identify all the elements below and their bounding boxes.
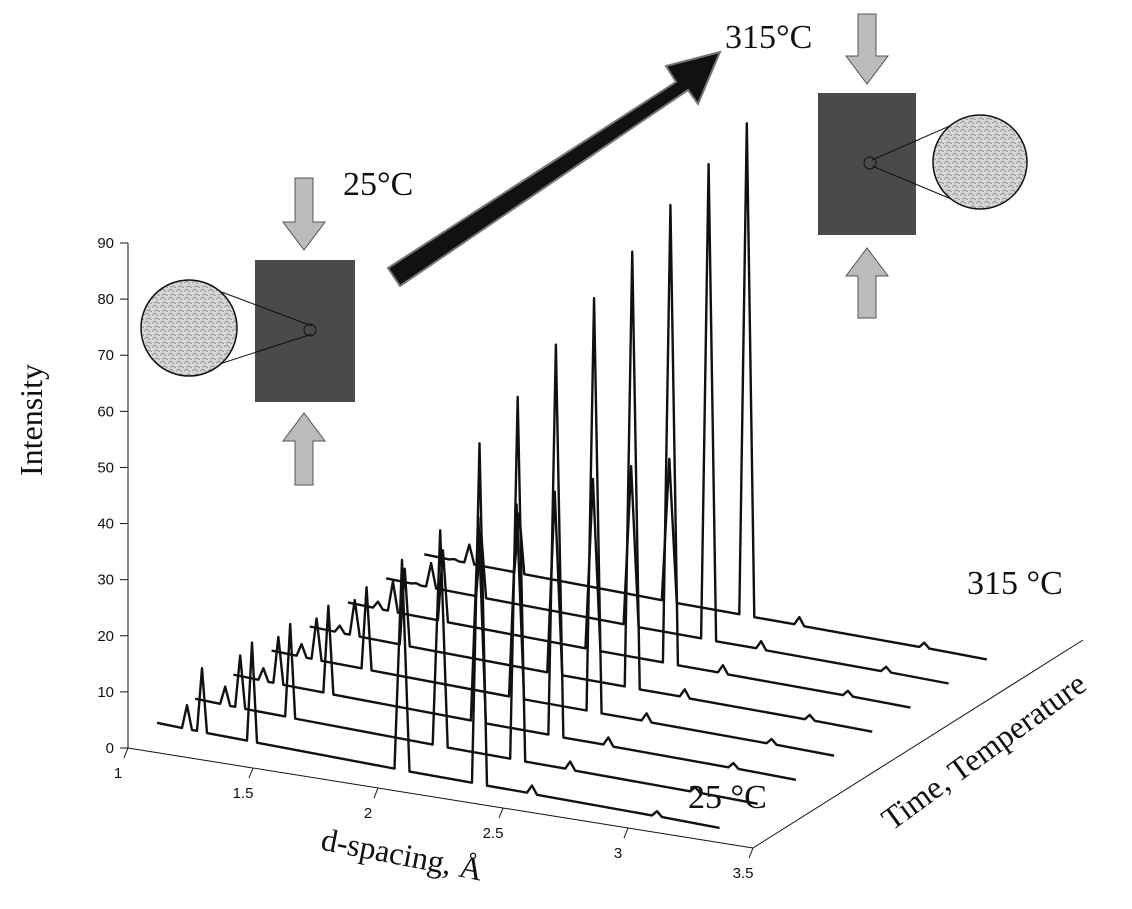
y-tick-label: 70 <box>97 347 114 364</box>
z-axis <box>752 639 1084 849</box>
trace <box>194 395 758 806</box>
annotation: 315 °C <box>967 565 1063 602</box>
x-tick <box>248 767 254 779</box>
trace <box>347 203 911 709</box>
x-tick-label: 2 <box>364 805 372 822</box>
x-tick-label: 1 <box>114 765 122 782</box>
x-tick <box>748 847 754 859</box>
x-tick-label: 2.5 <box>483 825 504 842</box>
x-tick <box>373 787 379 799</box>
x-tick-label: 3 <box>614 845 622 862</box>
heating-arrow <box>386 50 722 288</box>
trace <box>309 250 873 733</box>
y-tick-label: 0 <box>106 740 114 757</box>
y-tick-label: 80 <box>97 291 114 308</box>
x-axis-label: d-spacing, Å <box>318 821 485 888</box>
specimen-315 <box>818 13 1028 319</box>
y-tick-label: 90 <box>97 235 114 252</box>
plot: 0 10 20 30 40 50 60 70 80 90 1 1.5 2 2.5 3 3.5 <box>97 122 988 882</box>
annotation: 315°C <box>725 19 812 56</box>
trace <box>424 122 988 661</box>
y-axis-label: Intensity <box>13 364 49 476</box>
y-tick-label: 60 <box>97 403 114 420</box>
y-tick-label: 20 <box>97 628 114 645</box>
x-tick <box>123 747 129 759</box>
x-tick-label: 3.5 <box>733 865 754 882</box>
x-tick <box>623 827 629 839</box>
x-tick <box>498 807 504 819</box>
specimen-25 <box>140 177 355 486</box>
x-axis <box>127 747 754 849</box>
y-tick-label: 10 <box>97 684 114 701</box>
y-tick-label: 30 <box>97 572 114 589</box>
x-tick-label: 1.5 <box>233 785 254 802</box>
trace <box>156 442 720 830</box>
y-tick-label: 40 <box>97 516 114 533</box>
y-tick-label: 50 <box>97 459 114 476</box>
annotation: 25°C <box>343 166 413 203</box>
trace <box>385 163 949 685</box>
